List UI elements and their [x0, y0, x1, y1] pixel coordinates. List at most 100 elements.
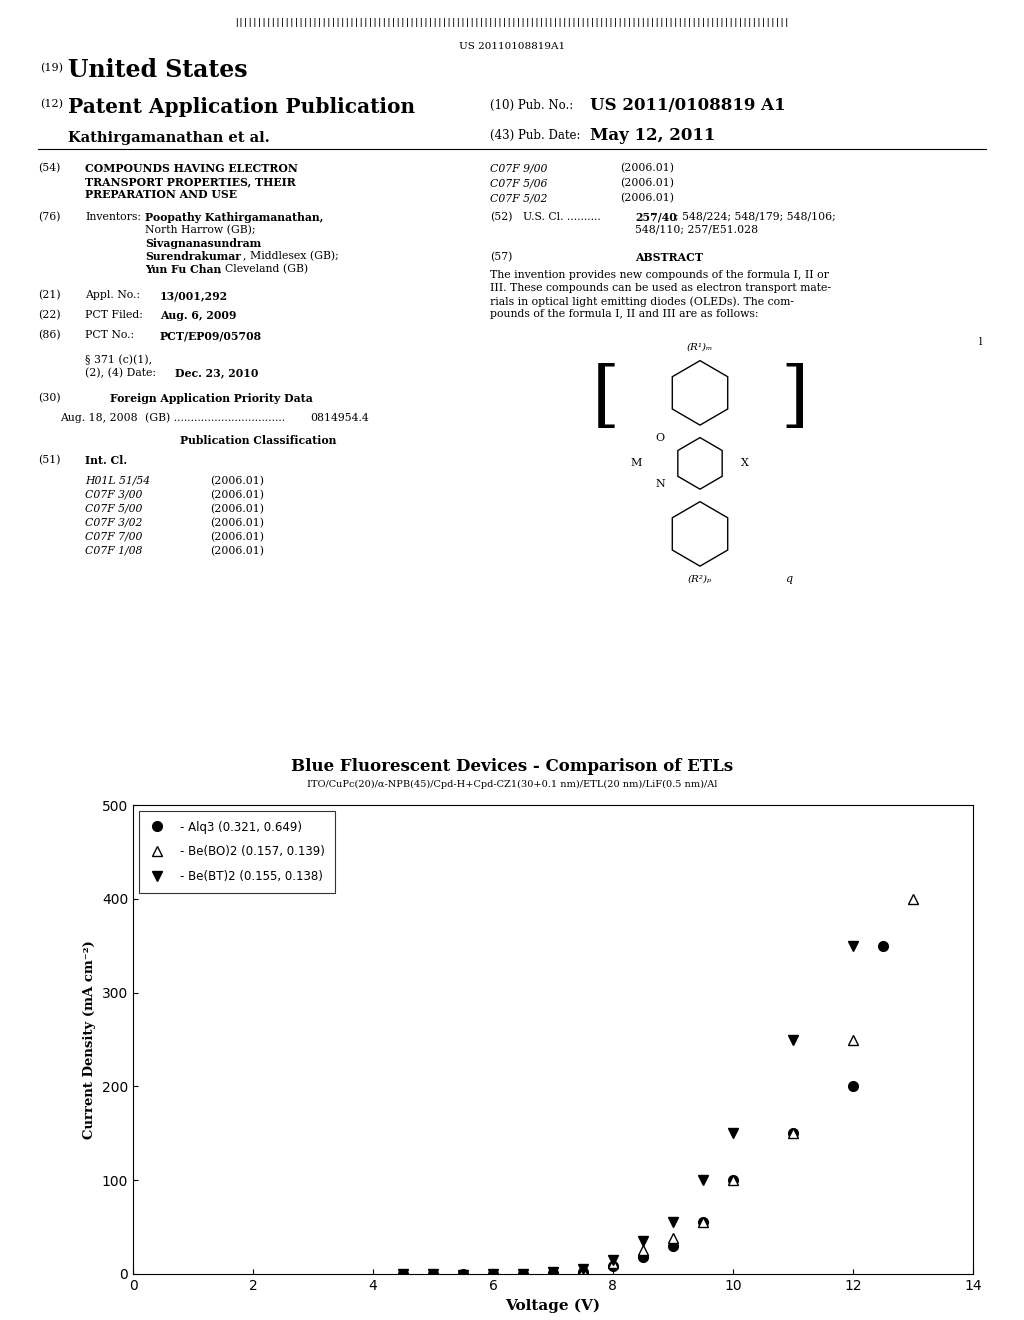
Text: Aug. 18, 2008: Aug. 18, 2008 [60, 413, 137, 422]
Text: M: M [631, 458, 642, 469]
Text: COMPOUNDS HAVING ELECTRON: COMPOUNDS HAVING ELECTRON [85, 164, 298, 174]
- Be(BT)2 (0.155, 0.138) [397, 1266, 410, 1282]
- Be(BO)2 (0.157, 0.139) [427, 1266, 439, 1282]
- Be(BT)2 (0.155, 0.138) [637, 1233, 649, 1249]
- Be(BT)2 (0.155, 0.138) [486, 1266, 499, 1282]
- Be(BT)2 (0.155, 0.138) [786, 1032, 799, 1048]
Text: ABSTRACT: ABSTRACT [635, 252, 703, 263]
- Alq3 (0.321, 0.649) [607, 1258, 620, 1274]
Text: O: O [655, 433, 665, 444]
- Be(BO)2 (0.157, 0.139) [457, 1266, 469, 1282]
Text: Sivagnanasundram: Sivagnanasundram [145, 238, 261, 248]
- Be(BO)2 (0.157, 0.139) [397, 1266, 410, 1282]
Text: (10) Pub. No.:: (10) Pub. No.: [490, 99, 577, 112]
Text: (2006.01): (2006.01) [210, 504, 264, 513]
- Alq3 (0.321, 0.649) [457, 1266, 469, 1282]
Text: C07F 7/00: C07F 7/00 [85, 532, 142, 543]
- Be(BT)2 (0.155, 0.138) [696, 1172, 709, 1188]
- Alq3 (0.321, 0.649) [547, 1265, 559, 1280]
Text: (76): (76) [38, 211, 60, 222]
- Alq3 (0.321, 0.649) [577, 1265, 589, 1280]
- Be(BT)2 (0.155, 0.138) [517, 1266, 529, 1282]
Text: X: X [741, 458, 749, 469]
Text: ; 548/224; 548/179; 548/106;: ; 548/224; 548/179; 548/106; [675, 211, 836, 222]
- Alq3 (0.321, 0.649) [847, 1078, 859, 1094]
- Alq3 (0.321, 0.649) [696, 1214, 709, 1230]
Text: (19): (19) [40, 62, 63, 73]
Text: § 371 (c)(1),: § 371 (c)(1), [85, 355, 153, 364]
Text: Dec. 23, 2010: Dec. 23, 2010 [175, 368, 258, 379]
Text: PREPARATION AND USE: PREPARATION AND USE [85, 189, 237, 201]
- Be(BT)2 (0.155, 0.138) [547, 1265, 559, 1280]
Text: (R¹)ₘ: (R¹)ₘ [687, 342, 713, 351]
Text: Patent Application Publication: Patent Application Publication [68, 96, 415, 116]
- Be(BO)2 (0.157, 0.139) [547, 1265, 559, 1280]
Text: ||||||||||||||||||||||||||||||||||||||||||||||||||||||||||||||||||||||||||||||||: ||||||||||||||||||||||||||||||||||||||||… [234, 18, 790, 28]
Text: (2006.01): (2006.01) [210, 517, 264, 528]
Text: C07F 5/00: C07F 5/00 [85, 504, 142, 513]
Text: (GB) .................................: (GB) ................................. [145, 413, 285, 424]
Text: US 20110108819A1: US 20110108819A1 [459, 42, 565, 51]
Text: , Cleveland (GB): , Cleveland (GB) [218, 264, 308, 275]
- Be(BT)2 (0.155, 0.138) [727, 1125, 739, 1140]
- Be(BO)2 (0.157, 0.139) [577, 1263, 589, 1279]
Text: (2006.01): (2006.01) [210, 532, 264, 543]
Text: (2006.01): (2006.01) [620, 164, 674, 173]
Text: (30): (30) [38, 393, 60, 403]
Text: TRANSPORT PROPERTIES, THEIR: TRANSPORT PROPERTIES, THEIR [85, 177, 296, 187]
Text: [: [ [592, 363, 620, 433]
- Alq3 (0.321, 0.649) [637, 1249, 649, 1265]
Text: (52): (52) [490, 211, 512, 222]
- Be(BO)2 (0.157, 0.139) [667, 1230, 679, 1246]
Text: Int. Cl.: Int. Cl. [85, 455, 127, 466]
Text: q: q [785, 574, 793, 585]
Text: ITO/CuPc(20)/α-NPB(45)/Cpd-H+Cpd-CZ1(30+0.1 nm)/ETL(20 nm)/LiF(0.5 nm)/Al: ITO/CuPc(20)/α-NPB(45)/Cpd-H+Cpd-CZ1(30+… [307, 780, 717, 789]
Text: (43) Pub. Date:: (43) Pub. Date: [490, 129, 581, 143]
Text: U.S. Cl. ..........: U.S. Cl. .......... [523, 211, 601, 222]
Text: Yun Fu Chan: Yun Fu Chan [145, 264, 221, 275]
- Alq3 (0.321, 0.649) [486, 1266, 499, 1282]
Text: PCT/EP09/05708: PCT/EP09/05708 [160, 330, 262, 342]
- Be(BT)2 (0.155, 0.138) [667, 1214, 679, 1230]
Text: (2006.01): (2006.01) [620, 194, 674, 203]
- Be(BT)2 (0.155, 0.138) [607, 1251, 620, 1267]
Text: Inventors:: Inventors: [85, 211, 141, 222]
Text: (2006.01): (2006.01) [210, 546, 264, 556]
- Alq3 (0.321, 0.649) [877, 937, 889, 953]
Text: (2006.01): (2006.01) [210, 490, 264, 500]
- Alq3 (0.321, 0.649) [397, 1266, 410, 1282]
Y-axis label: Current Density (mA cm⁻²): Current Density (mA cm⁻²) [83, 940, 96, 1139]
Text: C07F 3/00: C07F 3/00 [85, 490, 142, 499]
Text: Publication Classification: Publication Classification [180, 436, 336, 446]
Text: Aug. 6, 2009: Aug. 6, 2009 [160, 310, 237, 321]
Text: rials in optical light emitting diodes (OLEDs). The com-: rials in optical light emitting diodes (… [490, 296, 794, 306]
Text: 0814954.4: 0814954.4 [310, 413, 369, 422]
Text: (22): (22) [38, 310, 60, 321]
Text: (12): (12) [40, 99, 63, 110]
- Alq3 (0.321, 0.649) [667, 1238, 679, 1254]
Text: (57): (57) [490, 252, 512, 263]
X-axis label: Voltage (V): Voltage (V) [506, 1298, 600, 1312]
- Be(BO)2 (0.157, 0.139) [637, 1242, 649, 1258]
Text: North Harrow (GB);: North Harrow (GB); [145, 224, 256, 235]
Text: Poopathy Kathirgamanathan,: Poopathy Kathirgamanathan, [145, 211, 324, 223]
Text: May 12, 2011: May 12, 2011 [590, 127, 716, 144]
Text: 548/110; 257/E51.028: 548/110; 257/E51.028 [635, 224, 758, 235]
Text: (2006.01): (2006.01) [210, 475, 264, 486]
- Be(BO)2 (0.157, 0.139) [727, 1172, 739, 1188]
Text: pounds of the formula I, II and III are as follows:: pounds of the formula I, II and III are … [490, 309, 759, 319]
- Be(BO)2 (0.157, 0.139) [786, 1125, 799, 1140]
Legend: - Alq3 (0.321, 0.649), - Be(BO)2 (0.157, 0.139), - Be(BT)2 (0.155, 0.138): - Alq3 (0.321, 0.649), - Be(BO)2 (0.157,… [139, 810, 335, 892]
- Alq3 (0.321, 0.649) [786, 1125, 799, 1140]
Text: (2006.01): (2006.01) [620, 178, 674, 189]
Text: H01L 51/54: H01L 51/54 [85, 475, 151, 486]
- Be(BO)2 (0.157, 0.139) [486, 1266, 499, 1282]
- Be(BO)2 (0.157, 0.139) [696, 1214, 709, 1230]
Text: C07F 5/02: C07F 5/02 [490, 194, 548, 203]
Text: US 2011/0108819 A1: US 2011/0108819 A1 [590, 96, 785, 114]
Text: Surendrakumar: Surendrakumar [145, 251, 241, 261]
Text: Appl. No.:: Appl. No.: [85, 290, 140, 300]
Text: III. These compounds can be used as electron transport mate-: III. These compounds can be used as elec… [490, 282, 831, 293]
Text: , Middlesex (GB);: , Middlesex (GB); [243, 251, 339, 261]
- Be(BO)2 (0.157, 0.139) [607, 1254, 620, 1270]
